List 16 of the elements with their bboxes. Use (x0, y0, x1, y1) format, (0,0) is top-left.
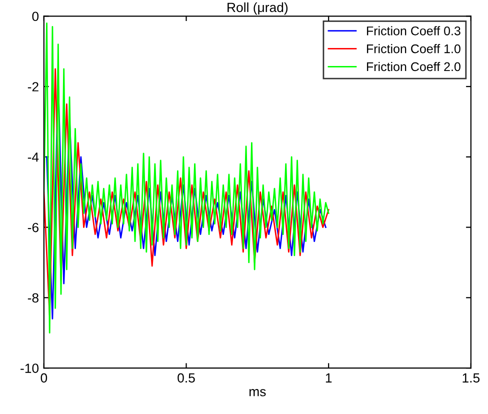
y-tick-label: -4 (28, 152, 39, 162)
y-tick-label: -6 (28, 222, 38, 232)
y-tick-label: 0 (32, 12, 39, 22)
x-tick-label: 1 (326, 373, 332, 382)
x-tick-label: 0.5 (178, 373, 195, 383)
chart-title: Roll (μrad) (228, 2, 288, 15)
x-tick-label: 1.5 (462, 373, 480, 383)
y-tick-label: -2 (28, 82, 38, 92)
legend-label: Friction Coeff 0.3 (366, 26, 460, 36)
legend-label: Friction Coeff 1.0 (366, 44, 460, 54)
x-tick-label: 0 (40, 373, 48, 383)
line-series (44, 22, 330, 334)
x-axis-title: ms (250, 389, 266, 396)
y-tick-label: -10 (20, 364, 39, 373)
legend-label: Friction Coeff 2.0 (366, 62, 460, 72)
y-tick-label: -8 (28, 293, 38, 303)
